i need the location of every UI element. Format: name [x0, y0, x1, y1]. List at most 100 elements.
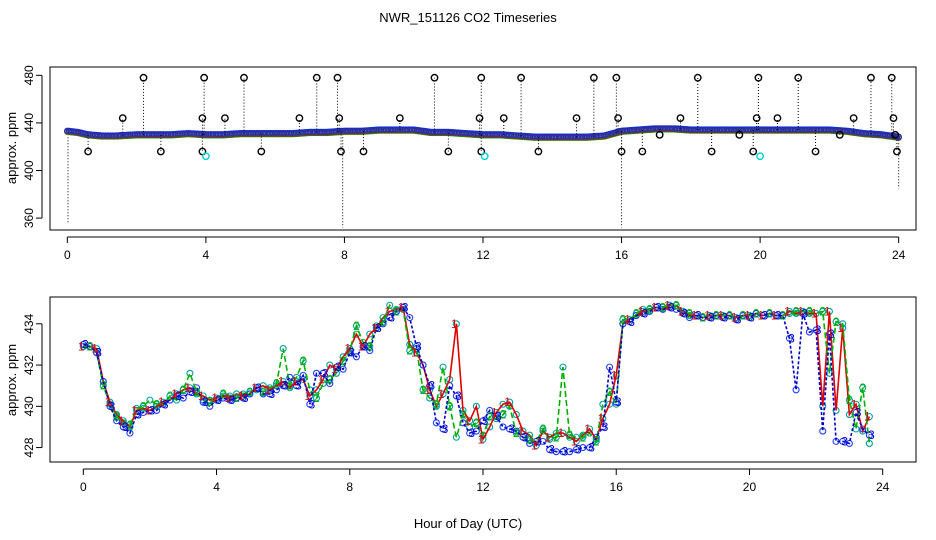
- top-cyan-points: [201, 152, 765, 161]
- bottom-y-axis: 428 430 432 434: [22, 313, 43, 458]
- bottom-series-label: 3: [602, 420, 609, 434]
- bottom-plot-frame: [49, 296, 917, 463]
- bottom-series-label: 3: [348, 346, 355, 360]
- bottom-series-label: 3: [455, 389, 462, 403]
- bottom-point: [366, 330, 374, 338]
- bottom-series-label: 2: [353, 319, 360, 333]
- bottom-x-axis: 0 4 8 12 16 20 24: [80, 468, 890, 494]
- bottom-point: [499, 400, 507, 408]
- bottom-series-label: 3: [682, 307, 689, 321]
- bottom-series-label: 2: [633, 307, 640, 321]
- bottom-series-label: 2: [393, 304, 400, 318]
- bottom-series-label: 2: [766, 307, 773, 321]
- bottom-point: [752, 309, 760, 318]
- top-x-tick-label: 12: [476, 248, 490, 262]
- top-spike-point: [295, 114, 304, 123]
- top-x-tick-label: 4: [203, 248, 210, 262]
- bottom-point: [486, 406, 494, 414]
- top-spike-point: [198, 114, 207, 123]
- bottom-series-label: 3: [482, 414, 489, 428]
- chart-title: NWR_151126 CO2 Timeseries: [379, 10, 557, 25]
- bottom-series-label: 3: [868, 428, 875, 442]
- bottom-series-label: 1: [757, 309, 764, 323]
- bottom-x-tick-label: 12: [476, 480, 490, 494]
- bottom-series-label: 3: [775, 309, 782, 323]
- bottom-series-label: 2: [380, 315, 387, 329]
- bottom-series-label: 1: [624, 313, 631, 327]
- top-x-axis: 0 4 8 12 16 20 24: [64, 236, 906, 262]
- top-x-tick-label: 24: [892, 248, 906, 262]
- bottom-series-label: 1: [584, 422, 591, 436]
- bottom-series-label: 1: [744, 309, 751, 323]
- bottom-series-label: 1: [491, 406, 498, 420]
- top-spike-point: [891, 130, 900, 139]
- bottom-point: [159, 398, 167, 406]
- bottom-point: [506, 425, 514, 433]
- bottom-series-label: 3: [788, 331, 795, 345]
- bottom-point: [785, 307, 793, 315]
- bottom-series-label: 3: [135, 408, 142, 422]
- top-spike-point: [638, 147, 647, 156]
- bottom-point: [179, 394, 187, 402]
- bottom-series-label: 1: [145, 403, 152, 417]
- bottom-series-label: 1: [105, 395, 112, 409]
- top-spike-point: [395, 114, 404, 123]
- bottom-series-label: 3: [388, 311, 395, 325]
- bottom-series-label: 1: [91, 342, 98, 356]
- bottom-series-label: 1: [344, 342, 351, 356]
- bottom-series-label: 1: [544, 430, 551, 444]
- bottom-series-label: 3: [495, 410, 502, 424]
- bottom-series-label: 2: [420, 383, 427, 397]
- bottom-series-label: 2: [273, 377, 280, 391]
- bottom-point: [272, 386, 281, 394]
- top-spike-point: [240, 73, 248, 82]
- bottom-point: [499, 423, 507, 431]
- bottom-y-tick-label: 432: [22, 355, 36, 375]
- bottom-series-label: 1: [171, 387, 178, 401]
- bottom-series-label: 3: [335, 360, 342, 374]
- bottom-point: [512, 427, 520, 435]
- bottom-series-label: 2: [100, 379, 107, 393]
- top-spike-point: [359, 147, 368, 156]
- top-x-tick-label: 16: [615, 248, 629, 262]
- bottom-point: [412, 342, 420, 351]
- bottom-series-label: 2: [686, 307, 693, 321]
- bottom-series-label: 1: [131, 403, 138, 417]
- bottom-series-label: 1: [864, 410, 871, 424]
- bottom-point: [173, 396, 181, 404]
- bottom-point: [226, 396, 234, 404]
- bottom-series-label: 1: [571, 434, 578, 448]
- bottom-series-label: 3: [668, 300, 675, 314]
- bottom-point: [193, 384, 201, 392]
- bottom-point: [226, 394, 234, 402]
- bottom-series-label: 2: [113, 410, 120, 424]
- bottom-series-label: 3: [229, 393, 236, 407]
- bottom-point: [113, 417, 121, 425]
- bottom-point: [133, 406, 141, 414]
- bottom-series-label: 2: [366, 340, 373, 354]
- top-spike-point: [617, 147, 626, 156]
- bottom-series-label: 2: [753, 307, 760, 321]
- top-cyan-point: [756, 152, 765, 161]
- bottom-series-label: 3: [575, 443, 582, 457]
- bottom-series-label: 3: [415, 340, 422, 354]
- bottom-series-label: 2: [593, 434, 600, 448]
- bottom-point: [439, 390, 447, 398]
- bottom-series-label: 2: [739, 309, 746, 323]
- bottom-point: [499, 411, 507, 419]
- bottom-series-label: 3: [295, 379, 302, 393]
- top-spike-point: [893, 147, 901, 156]
- bottom-point: [166, 392, 174, 400]
- bottom-point: [392, 307, 400, 315]
- bottom-series-label: 1: [211, 391, 218, 405]
- bottom-point: [472, 427, 480, 435]
- top-spike-point: [499, 114, 508, 123]
- bottom-series-label: 2: [486, 410, 493, 424]
- bottom-series-label: 2: [699, 311, 706, 325]
- bottom-series-label: 2: [326, 373, 333, 387]
- bottom-x-tick-label: 8: [346, 480, 353, 494]
- bottom-point: [759, 312, 767, 320]
- top-spike-point: [794, 73, 803, 82]
- bottom-series-label: 2: [193, 385, 200, 399]
